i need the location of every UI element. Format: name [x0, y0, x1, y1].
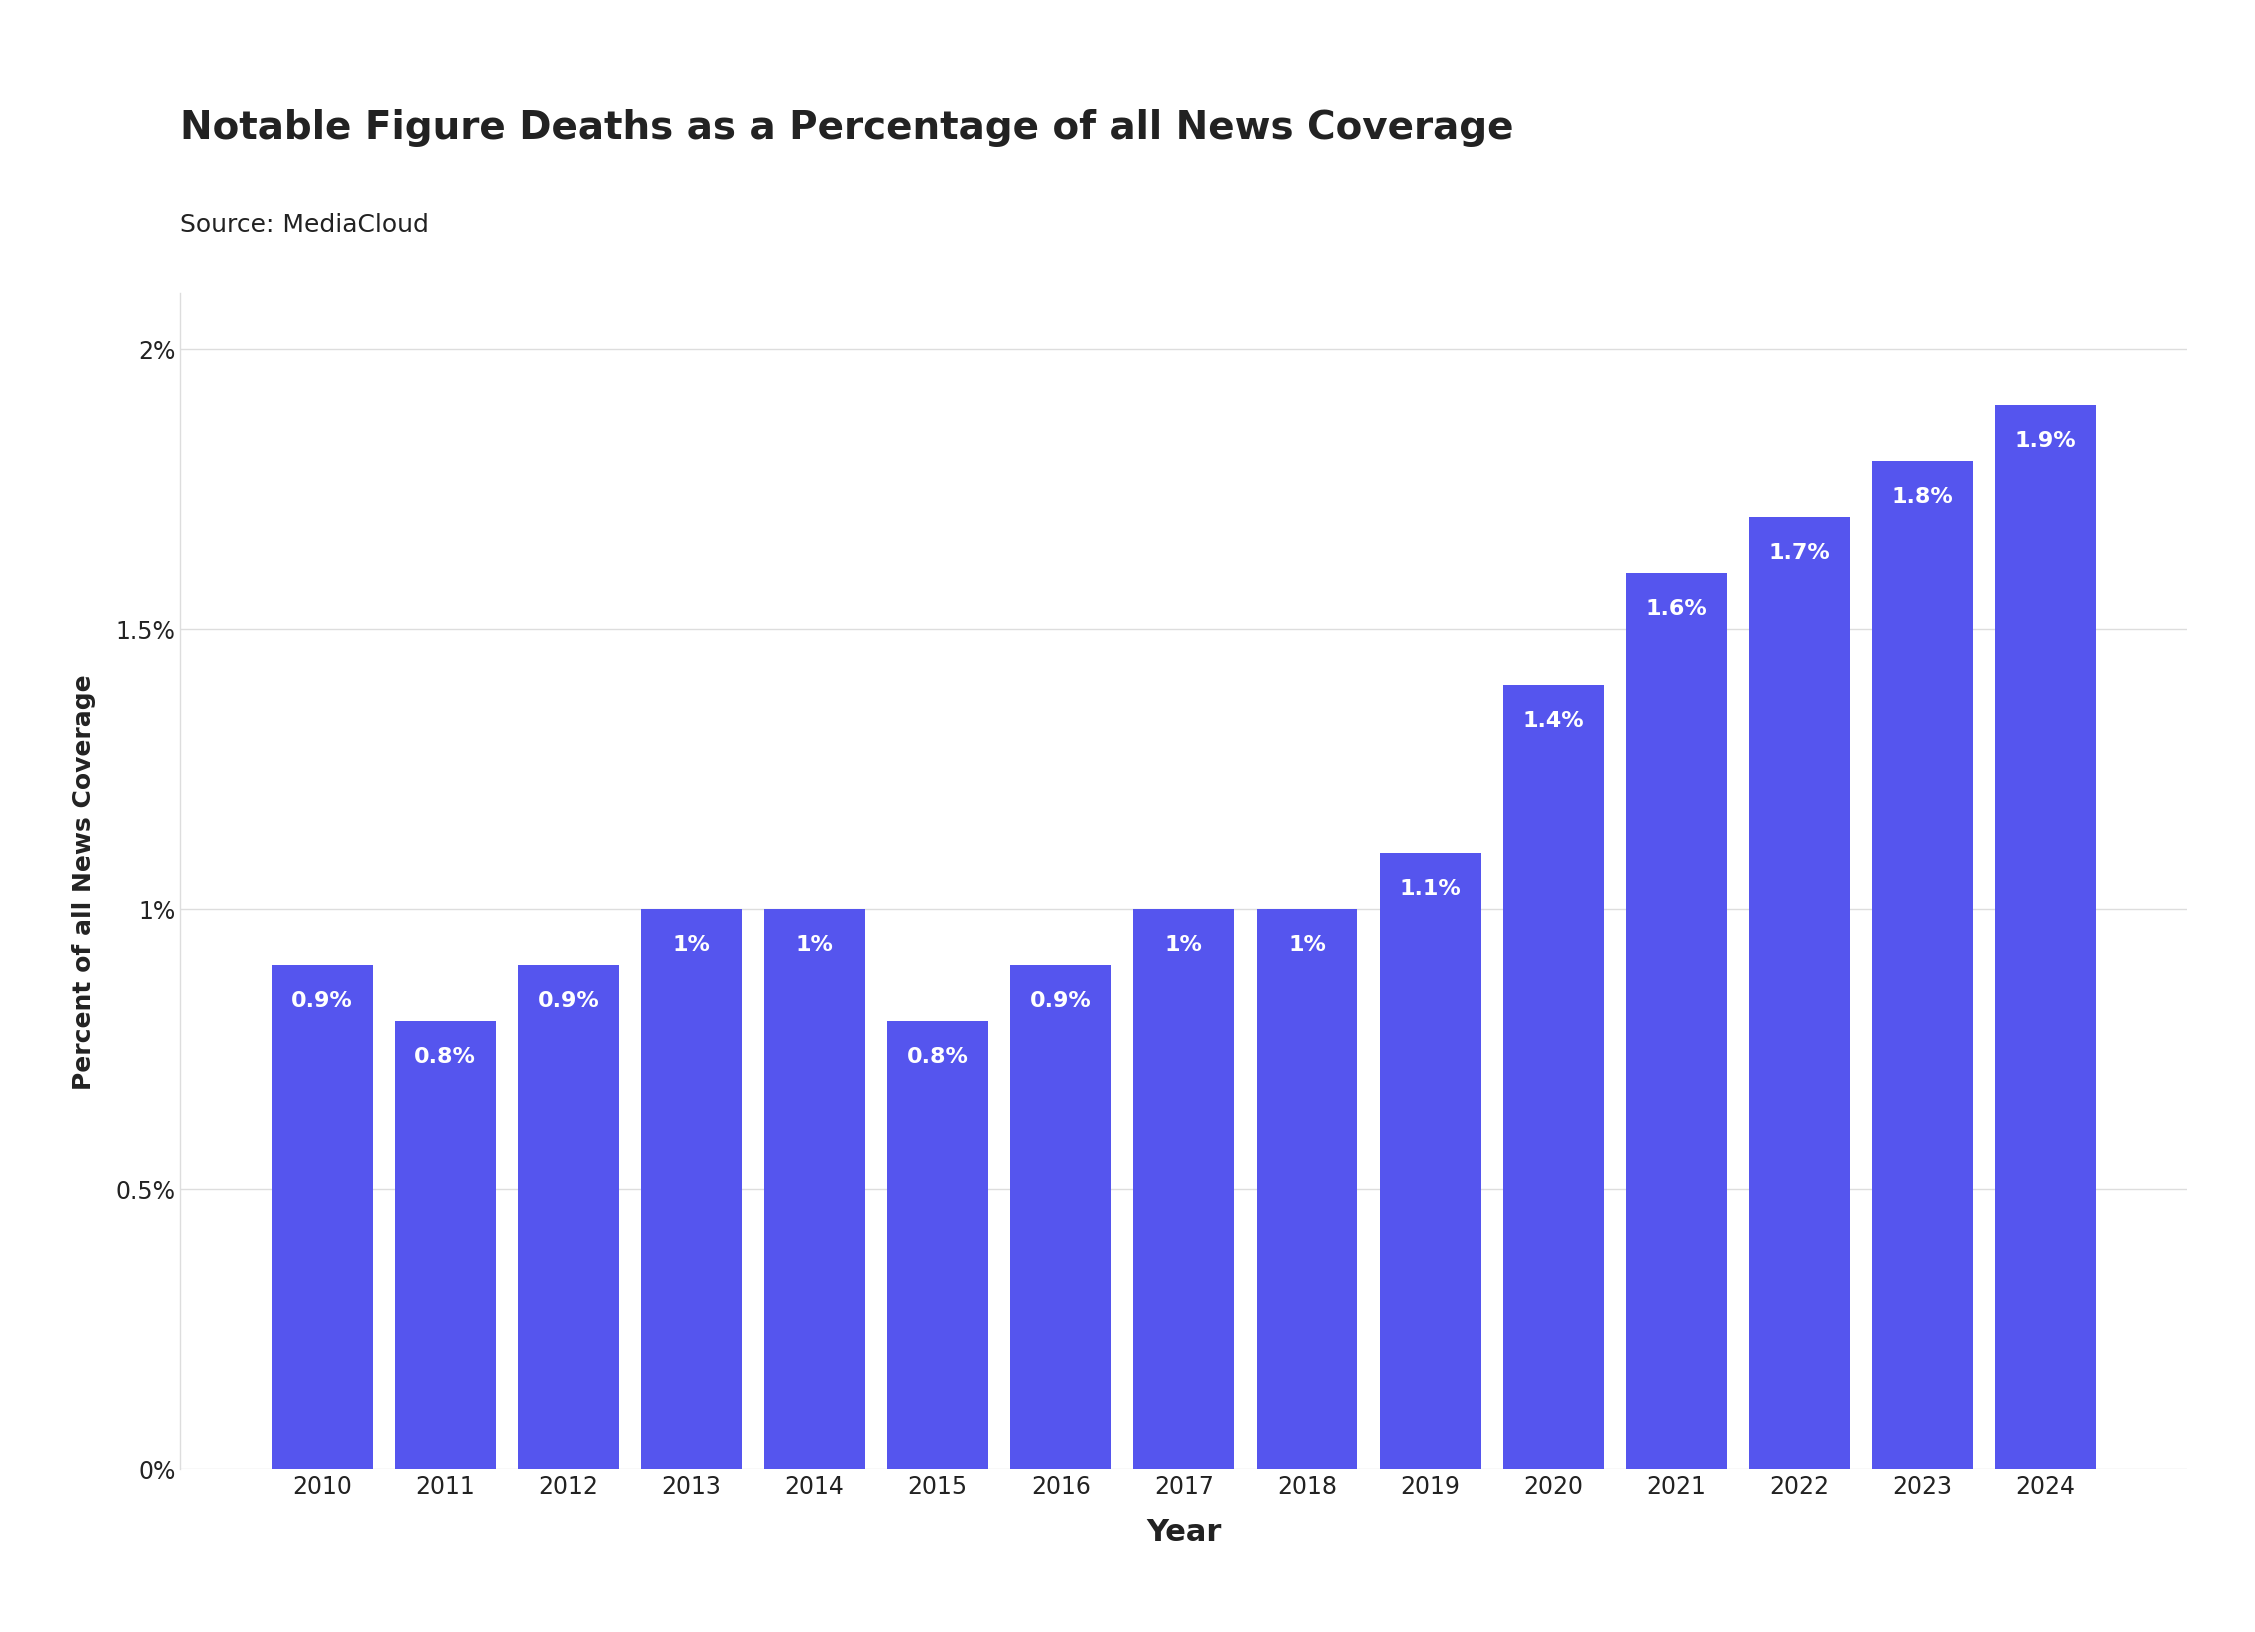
Text: 0.9%: 0.9%: [1031, 991, 1091, 1010]
Bar: [1380, 854, 1482, 1469]
Bar: [1256, 909, 1358, 1469]
Text: 1%: 1%: [672, 935, 710, 955]
Bar: [1996, 406, 2097, 1469]
Text: 1.7%: 1.7%: [1768, 543, 1831, 563]
Text: 1.8%: 1.8%: [1892, 486, 1953, 508]
Bar: [1872, 462, 1973, 1469]
Y-axis label: Percent of all News Coverage: Percent of all News Coverage: [72, 674, 97, 1089]
Text: 1.4%: 1.4%: [1522, 710, 1583, 731]
Bar: [1134, 909, 1233, 1469]
Bar: [271, 965, 372, 1469]
Bar: [1502, 685, 1603, 1469]
Bar: [764, 909, 866, 1469]
Bar: [519, 965, 618, 1469]
Text: 1%: 1%: [1166, 935, 1202, 955]
Text: 0.8%: 0.8%: [907, 1046, 970, 1066]
Text: 1%: 1%: [1288, 935, 1326, 955]
X-axis label: Year: Year: [1146, 1518, 1222, 1546]
Text: Notable Figure Deaths as a Percentage of all News Coverage: Notable Figure Deaths as a Percentage of…: [180, 109, 1513, 147]
Text: 1.6%: 1.6%: [1646, 599, 1707, 619]
Bar: [1750, 517, 1849, 1469]
Bar: [640, 909, 742, 1469]
Bar: [1626, 573, 1727, 1469]
Text: 1.9%: 1.9%: [2014, 431, 2077, 450]
Text: 1%: 1%: [796, 935, 834, 955]
Text: 0.9%: 0.9%: [537, 991, 600, 1010]
Text: 0.9%: 0.9%: [291, 991, 354, 1010]
Bar: [886, 1022, 988, 1469]
Text: 0.8%: 0.8%: [415, 1046, 476, 1066]
Bar: [395, 1022, 496, 1469]
Text: Source: MediaCloud: Source: MediaCloud: [180, 212, 428, 237]
Text: 1.1%: 1.1%: [1398, 878, 1461, 899]
Bar: [1010, 965, 1112, 1469]
